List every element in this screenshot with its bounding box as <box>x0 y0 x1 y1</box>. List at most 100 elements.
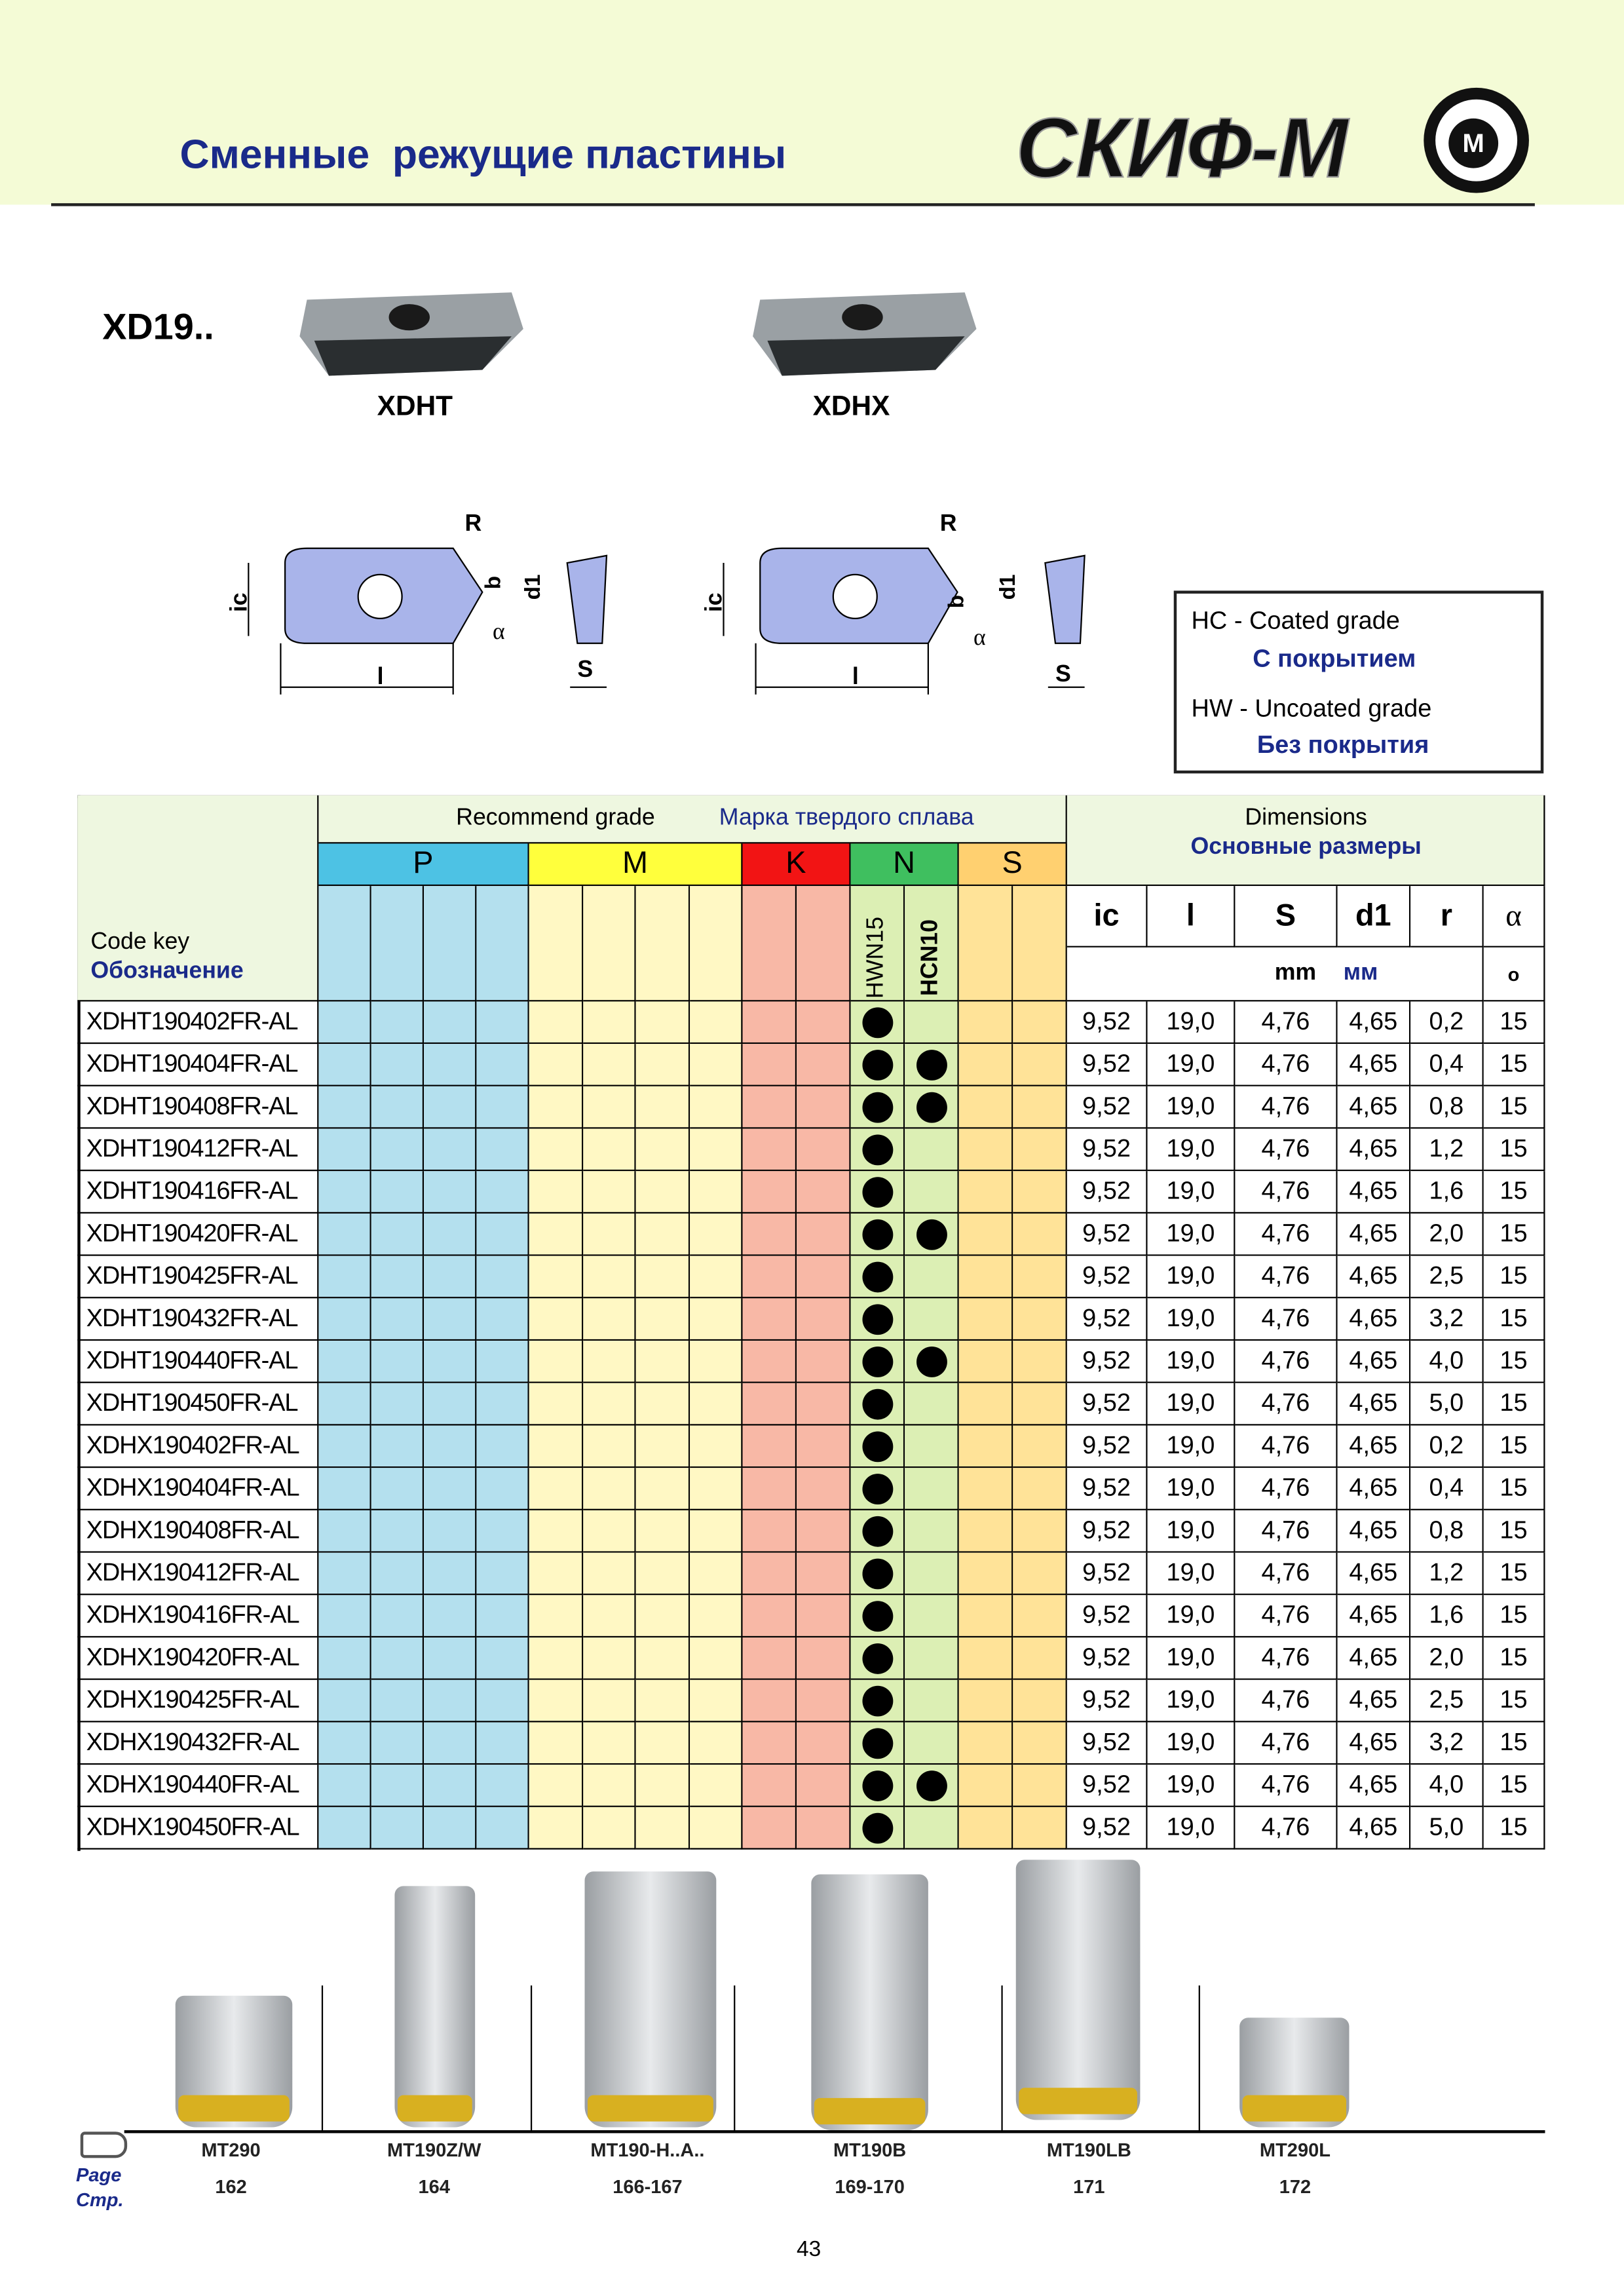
diagram-label: l <box>377 665 384 691</box>
dim-cell: 15 <box>1483 1679 1545 1723</box>
grade-cell <box>742 1128 797 1172</box>
tool-page: 171 <box>1073 2175 1105 2198</box>
grade-dot <box>861 1600 893 1632</box>
grade-dot <box>915 1218 947 1250</box>
grade-cell <box>689 1383 743 1426</box>
grade-cell <box>850 1255 905 1299</box>
dim-header: l <box>1147 886 1236 947</box>
grade-cell <box>1013 1298 1067 1341</box>
grade-dot <box>861 1261 893 1292</box>
grade-cell <box>424 1383 477 1426</box>
grade-cell <box>582 1679 636 1723</box>
grade-cell <box>797 1213 851 1256</box>
grade-cell <box>424 1722 477 1765</box>
grade-cell <box>689 1679 743 1723</box>
grade-cell <box>424 1552 477 1596</box>
dim-cell: 2,5 <box>1410 1255 1484 1299</box>
grade-cell <box>424 1425 477 1468</box>
grade-cell <box>582 1637 636 1680</box>
grade-cell <box>905 1298 959 1341</box>
grade-cell <box>582 1722 636 1765</box>
units-cell <box>1067 947 1484 1002</box>
dim-cell: 4,65 <box>1337 1341 1411 1383</box>
grade-cell <box>635 1468 690 1510</box>
grade-cell <box>1013 1044 1067 1086</box>
code-key-ru: Обозначение <box>90 959 244 984</box>
grade-cell <box>318 1383 371 1426</box>
legend-ru: Без покрытия <box>1256 731 1429 759</box>
dim-cell: 4,65 <box>1337 1001 1411 1044</box>
grade-cell <box>742 1383 797 1426</box>
tool-name: MT190-H..A.. <box>590 2139 705 2161</box>
code-cell: XDHX190440FR-AL <box>77 1765 319 1807</box>
dim-cell: 19,0 <box>1147 1213 1236 1256</box>
grade-cell <box>424 1765 477 1807</box>
grade-cell <box>850 1383 905 1426</box>
grade-cell <box>689 1552 743 1596</box>
grade-dot <box>861 1006 893 1038</box>
grade-dot <box>861 1812 893 1843</box>
tool-name: MT190LB <box>1046 2139 1131 2161</box>
page-label-ru: Стр. <box>76 2189 124 2211</box>
grade-cell <box>905 1044 959 1086</box>
grade-cell <box>905 1086 959 1129</box>
grade-cell <box>635 1086 690 1129</box>
tool-image <box>1239 2018 1350 2128</box>
grade-cell <box>850 1171 905 1214</box>
grade-dot <box>861 1685 893 1716</box>
dim-cell: 4,65 <box>1337 1255 1411 1299</box>
dim-cell: 4,65 <box>1337 1044 1411 1086</box>
dim-cell: 4,76 <box>1235 1468 1338 1510</box>
dim-cell: 4,65 <box>1337 1425 1411 1468</box>
code-cell: XDHX190402FR-AL <box>77 1425 319 1468</box>
grade-cell <box>371 1807 425 1850</box>
grade-cell <box>476 1213 529 1256</box>
tool-page: 164 <box>418 2175 450 2198</box>
dim-cell: 4,76 <box>1235 1722 1338 1765</box>
grade-column-cell <box>635 886 690 1002</box>
dim-cell: 4,76 <box>1235 1510 1338 1553</box>
grade-cell <box>635 1722 690 1765</box>
dim-cell: 19,0 <box>1147 1510 1236 1553</box>
grade-cell <box>905 1425 959 1468</box>
dim-cell: 4,76 <box>1235 1807 1338 1850</box>
grade-cell <box>529 1171 583 1214</box>
grade-cell <box>1013 1425 1067 1468</box>
grade-cell <box>905 1128 959 1172</box>
grade-cell <box>476 1044 529 1086</box>
legend-line: HC - Coated grade <box>1191 606 1400 635</box>
grade-cell <box>424 1679 477 1723</box>
grade-cell <box>582 1341 636 1383</box>
grade-column-cell <box>582 886 636 1002</box>
dim-header: ic <box>1067 886 1148 947</box>
grade-cell <box>905 1679 959 1723</box>
grade-cell <box>797 1679 851 1723</box>
dim-cell: 9,52 <box>1067 1171 1148 1214</box>
dim-cell: 9,52 <box>1067 1765 1148 1807</box>
dim-cell: 0,8 <box>1410 1510 1484 1553</box>
code-cell: XDHT190425FR-AL <box>77 1255 319 1299</box>
header-rule <box>51 203 1535 206</box>
dim-cell: 4,65 <box>1337 1765 1411 1807</box>
code-cell: XDHT190408FR-AL <box>77 1086 319 1129</box>
page-title: Сменные режущие пластины <box>179 131 787 177</box>
grade-cell <box>742 1213 797 1256</box>
dim-cell: 9,52 <box>1067 1468 1148 1510</box>
grade-cell <box>742 1765 797 1807</box>
grade-cell <box>958 1552 1013 1596</box>
grade-cell <box>1013 1001 1067 1044</box>
grade-cell <box>1013 1510 1067 1553</box>
grade-cell <box>905 1383 959 1426</box>
dim-header: d1 <box>1337 886 1411 947</box>
grade-cell <box>905 1001 959 1044</box>
grade-cell <box>529 1044 583 1086</box>
dim-cell: 15 <box>1483 1468 1545 1510</box>
grade-dot <box>861 1176 893 1207</box>
units-label: mm <box>1274 960 1317 985</box>
dim-cell: 9,52 <box>1067 1552 1148 1596</box>
grade-dot <box>861 1769 893 1801</box>
group-header: M <box>529 843 743 887</box>
diagram-label: S <box>577 658 594 683</box>
grade-cell <box>850 1213 905 1256</box>
grade-cell <box>742 1679 797 1723</box>
